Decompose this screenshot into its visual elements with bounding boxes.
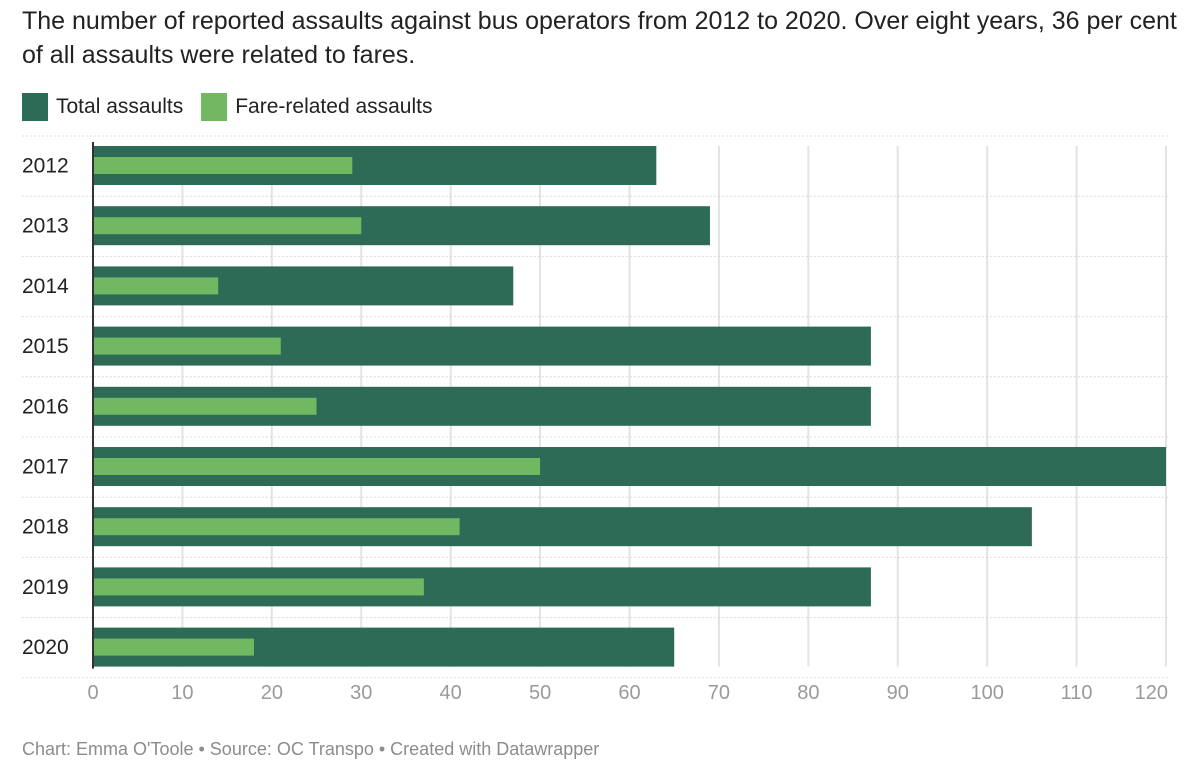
category-label: 2019 (22, 576, 69, 599)
x-tick-label: 20 (261, 682, 283, 704)
legend-label-fare: Fare-related assaults (235, 95, 433, 118)
x-tick-label: 10 (171, 682, 193, 704)
x-tick-label: 40 (440, 682, 462, 704)
x-tick-label: 30 (350, 682, 372, 704)
bar-fare-related (93, 458, 541, 475)
bar-fare-related (93, 157, 353, 174)
bar-fare-related (93, 277, 219, 295)
bar-fare-related (93, 337, 281, 355)
legend-swatch-total (22, 93, 48, 121)
x-tick-label: 0 (87, 682, 98, 704)
legend-item-total: Total assaults (22, 93, 183, 121)
bar-fare-related (93, 638, 254, 656)
category-label: 2015 (22, 335, 69, 358)
x-tick-label: 60 (618, 682, 640, 704)
x-tick-label: 100 (970, 682, 1003, 704)
x-tick-label: 70 (708, 682, 730, 704)
bar-fare-related (93, 397, 317, 415)
legend-label-total: Total assaults (56, 95, 184, 118)
x-tick-label: 120 (1135, 682, 1168, 704)
chart-footer: Chart: Emma O'Toole • Source: OC Transpo… (22, 739, 600, 759)
bar-fare-related (93, 518, 460, 536)
category-label: 2012 (22, 155, 69, 178)
legend-item-fare: Fare-related assaults (201, 93, 433, 121)
bar-fare-related (93, 217, 362, 235)
legend-swatch-fare (201, 93, 228, 121)
category-label: 2018 (22, 516, 69, 539)
category-label: 2017 (22, 456, 69, 479)
legend: Total assaults Fare-related assaults (22, 92, 451, 122)
category-label: 2016 (22, 395, 69, 418)
category-label: 2013 (22, 215, 69, 238)
x-tick-label: 110 (1061, 682, 1093, 704)
category-label: 2020 (22, 636, 69, 659)
category-label: 2014 (22, 275, 69, 298)
chart-title: The number of reported assaults against … (22, 7, 1177, 69)
x-tick-label: 50 (529, 682, 551, 704)
x-tick-label: 80 (797, 682, 819, 704)
bar-fare-related (93, 578, 424, 596)
x-tick-label: 90 (887, 682, 909, 704)
